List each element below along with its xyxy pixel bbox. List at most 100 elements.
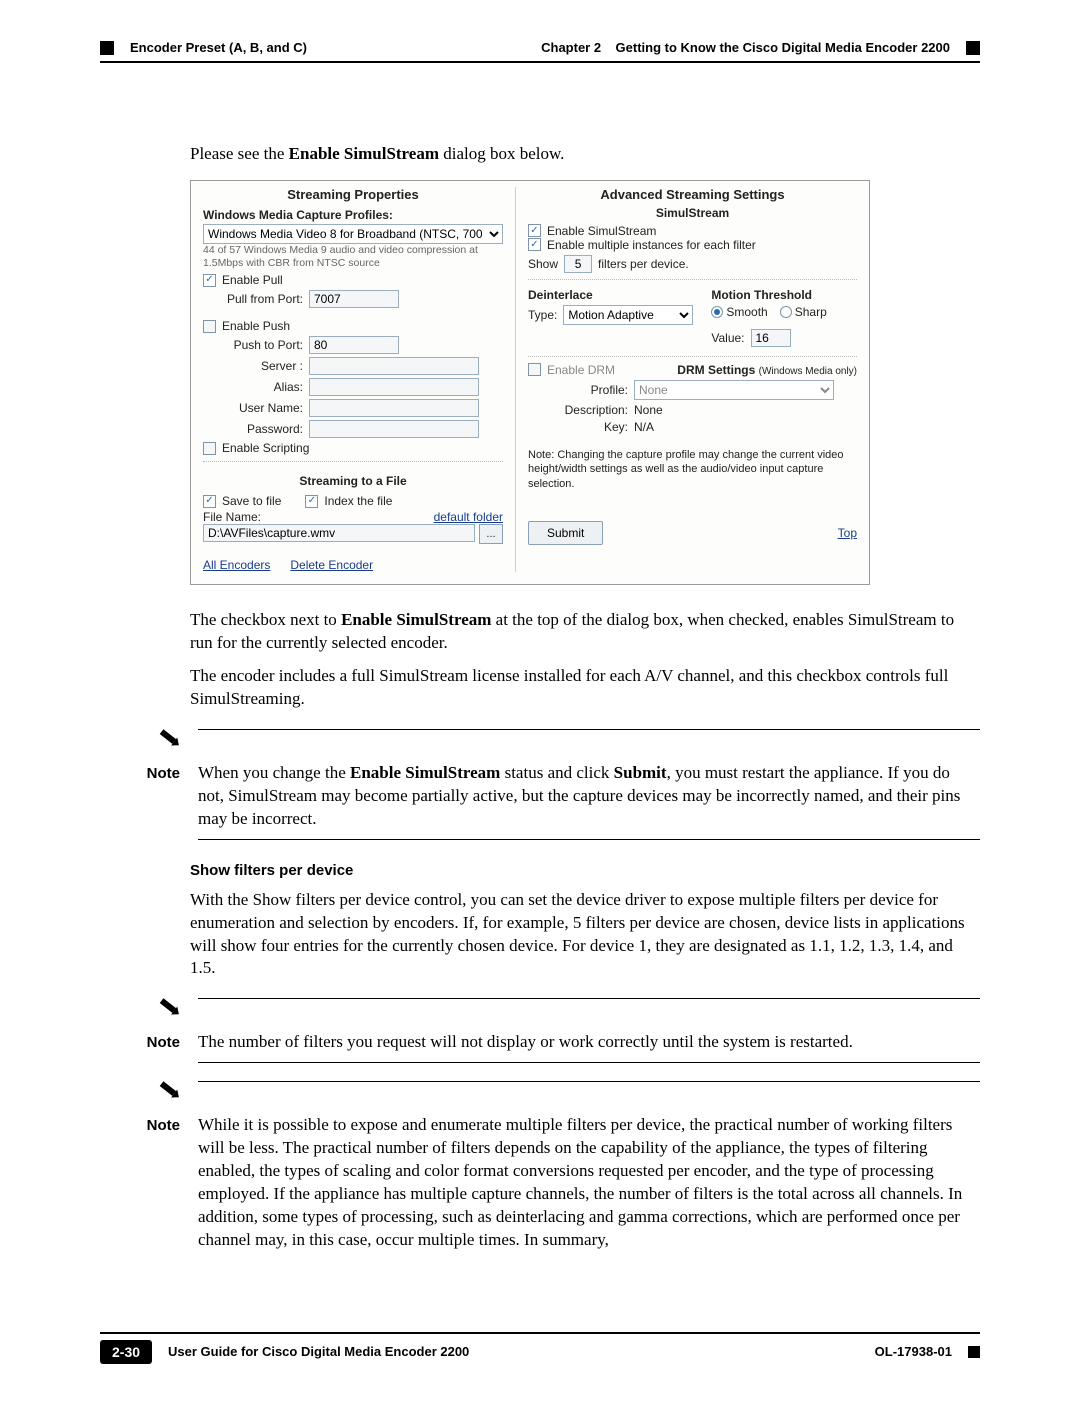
note-label: Note [100, 1031, 180, 1063]
note-rule [198, 998, 980, 999]
file-name-label: File Name: [203, 510, 261, 524]
filters-per-device-input[interactable] [564, 255, 592, 273]
password-label: Password: [203, 422, 303, 436]
intro-paragraph: Please see the Enable SimulStream dialog… [190, 143, 980, 166]
drm-description-label: Description: [528, 403, 628, 417]
type-label: Type: [528, 308, 557, 322]
enable-multiple-instances-row: Enable multiple instances for each filte… [528, 238, 857, 252]
enable-scripting-row: Enable Scripting [203, 441, 503, 455]
streaming-properties-panel: Streaming Properties Windows Media Captu… [203, 187, 503, 572]
chapter-label: Chapter 2 [541, 40, 601, 55]
note-block-restart: Note When you change the Enable SimulStr… [100, 729, 980, 840]
sharp-label: Sharp [795, 305, 827, 319]
delete-encoder-link[interactable]: Delete Encoder [290, 558, 373, 572]
enable-simulstream-checkbox[interactable] [528, 224, 541, 237]
enable-multiple-instances-checkbox[interactable] [528, 238, 541, 251]
chapter-title: Getting to Know the Cisco Digital Media … [616, 40, 950, 55]
enable-scripting-label: Enable Scripting [222, 441, 309, 455]
index-file-checkbox[interactable] [305, 495, 318, 508]
smooth-label: Smooth [726, 305, 767, 319]
capture-profiles-label: Windows Media Capture Profiles: [203, 208, 503, 222]
enable-drm-checkbox[interactable] [528, 363, 541, 376]
deinterlace-type-select[interactable]: Motion Adaptive [563, 305, 693, 325]
pencil-icon [154, 994, 185, 1025]
streaming-properties-title: Streaming Properties [203, 187, 503, 202]
sharp-radio[interactable] [780, 306, 792, 318]
section-marker-icon [100, 41, 114, 55]
enable-scripting-checkbox[interactable] [203, 442, 216, 455]
deinterlace-title: Deinterlace [528, 288, 693, 302]
username-input[interactable] [309, 399, 479, 417]
note-text: While it is possible to expose and enume… [198, 1114, 980, 1252]
note-rule [198, 839, 980, 840]
content-area: Please see the Enable SimulStream dialog… [190, 143, 980, 711]
smooth-radio[interactable] [711, 306, 723, 318]
index-file-label: Index the file [324, 494, 392, 508]
capture-profile-select[interactable]: Windows Media Video 8 for Broadband (NTS… [203, 224, 503, 244]
note-rule [198, 1062, 980, 1063]
enable-drm-row: Enable DRM [528, 363, 615, 377]
enable-push-label: Enable Push [222, 319, 290, 333]
drm-key-label: Key: [528, 420, 628, 434]
index-file-row: Index the file [305, 494, 392, 508]
file-path-input[interactable] [203, 524, 475, 542]
all-encoders-link[interactable]: All Encoders [203, 558, 270, 572]
show-prefix: Show [528, 257, 558, 271]
note-text: The number of filters you request will n… [198, 1031, 980, 1063]
pull-port-input[interactable] [309, 290, 399, 308]
page-header: Encoder Preset (A, B, and C) Chapter 2 G… [100, 40, 980, 55]
save-to-file-label: Save to file [222, 494, 281, 508]
intro-suffix: dialog box below. [439, 144, 564, 163]
drm-settings-note: (Windows Media only) [759, 366, 857, 377]
browse-button[interactable]: ... [479, 524, 503, 544]
enable-push-row: Enable Push [203, 319, 503, 333]
alias-label: Alias: [203, 380, 303, 394]
pull-port-label: Pull from Port: [203, 292, 303, 306]
drm-profile-select[interactable]: None [634, 380, 834, 400]
para-license-desc: The encoder includes a full SimulStream … [190, 665, 980, 711]
pencil-icon [154, 1077, 185, 1108]
footer-doc-id: OL-17938-01 [875, 1344, 952, 1359]
save-to-file-checkbox[interactable] [203, 495, 216, 508]
enable-simulstream-row: Enable SimulStream [528, 224, 857, 238]
server-label: Server : [203, 359, 303, 373]
save-to-file-row: Save to file [203, 494, 281, 508]
value-label: Value: [711, 331, 744, 345]
vertical-divider [515, 187, 516, 572]
enable-push-checkbox[interactable] [203, 320, 216, 333]
profile-warning-note: Note: Changing the capture profile may c… [528, 448, 857, 491]
note-rule [198, 1081, 980, 1082]
enable-drm-label: Enable DRM [547, 363, 615, 377]
threshold-value-input[interactable] [751, 329, 791, 347]
intro-prefix: Please see the [190, 144, 289, 163]
advanced-settings-panel: Advanced Streaming Settings SimulStream … [528, 187, 857, 572]
drm-settings-label: DRM Settings [677, 363, 755, 377]
enable-pull-checkbox[interactable] [203, 274, 216, 287]
divider [528, 279, 857, 280]
default-folder-link[interactable]: default folder [434, 510, 503, 524]
show-filters-paragraph: With the Show filters per device control… [190, 889, 980, 981]
note-rule [198, 729, 980, 730]
server-input[interactable] [309, 357, 479, 375]
footer-marker-icon [968, 1346, 980, 1358]
para1-b1: Enable SimulStream [341, 610, 491, 629]
show-suffix: filters per device. [598, 257, 689, 271]
username-label: User Name: [203, 401, 303, 415]
submit-button[interactable]: Submit [528, 521, 603, 545]
password-input[interactable] [309, 420, 479, 438]
alias-input[interactable] [309, 378, 479, 396]
footer-guide-title: User Guide for Cisco Digital Media Encod… [168, 1344, 469, 1359]
note-text: When you change the Enable SimulStream s… [198, 762, 980, 840]
note-label: Note [100, 1114, 180, 1252]
push-port-input[interactable] [309, 336, 399, 354]
capture-profile-note: 44 of 57 Windows Media 9 audio and video… [203, 244, 503, 269]
header-rule [100, 61, 980, 63]
drm-description-value: None [634, 403, 663, 417]
intro-bold: Enable SimulStream [289, 144, 439, 163]
enable-multiple-instances-label: Enable multiple instances for each filte… [547, 238, 756, 252]
note-block-practical-filters: Note While it is possible to expose and … [100, 1081, 980, 1252]
enable-simulstream-label: Enable SimulStream [547, 224, 656, 238]
simulstream-subtitle: SimulStream [528, 206, 857, 220]
top-link[interactable]: Top [838, 526, 857, 540]
note-block-restart-filters: Note The number of filters you request w… [100, 998, 980, 1063]
